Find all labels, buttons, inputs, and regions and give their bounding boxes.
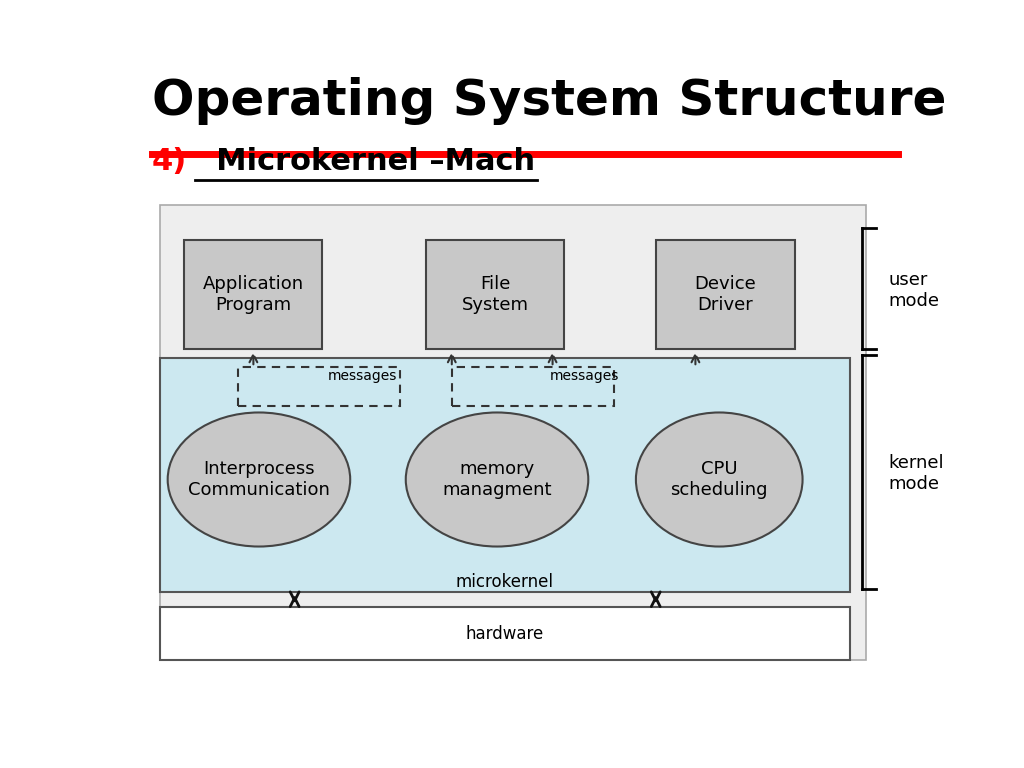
Text: messages: messages bbox=[550, 369, 618, 383]
Text: kernel
mode: kernel mode bbox=[888, 454, 944, 493]
Text: 4): 4) bbox=[152, 147, 187, 176]
Text: microkernel: microkernel bbox=[456, 573, 554, 591]
Text: Device
Driver: Device Driver bbox=[694, 275, 756, 314]
FancyBboxPatch shape bbox=[160, 204, 866, 660]
Ellipse shape bbox=[636, 412, 803, 547]
Text: memory
managment: memory managment bbox=[442, 460, 552, 499]
FancyBboxPatch shape bbox=[160, 358, 850, 592]
Text: Microkernel –Mach: Microkernel –Mach bbox=[196, 147, 536, 176]
Ellipse shape bbox=[168, 412, 350, 547]
Text: user
mode: user mode bbox=[888, 271, 939, 310]
Text: hardware: hardware bbox=[466, 625, 544, 644]
Ellipse shape bbox=[406, 412, 588, 547]
Text: Interprocess
Communication: Interprocess Communication bbox=[188, 460, 330, 499]
FancyBboxPatch shape bbox=[426, 240, 564, 349]
Text: messages: messages bbox=[328, 369, 396, 383]
Text: File
System: File System bbox=[462, 275, 528, 314]
FancyBboxPatch shape bbox=[655, 240, 795, 349]
FancyBboxPatch shape bbox=[160, 607, 850, 660]
Text: Application
Program: Application Program bbox=[203, 275, 303, 314]
Text: Operating System Structure: Operating System Structure bbox=[152, 77, 946, 124]
Text: CPU
scheduling: CPU scheduling bbox=[671, 460, 768, 499]
FancyBboxPatch shape bbox=[183, 240, 323, 349]
